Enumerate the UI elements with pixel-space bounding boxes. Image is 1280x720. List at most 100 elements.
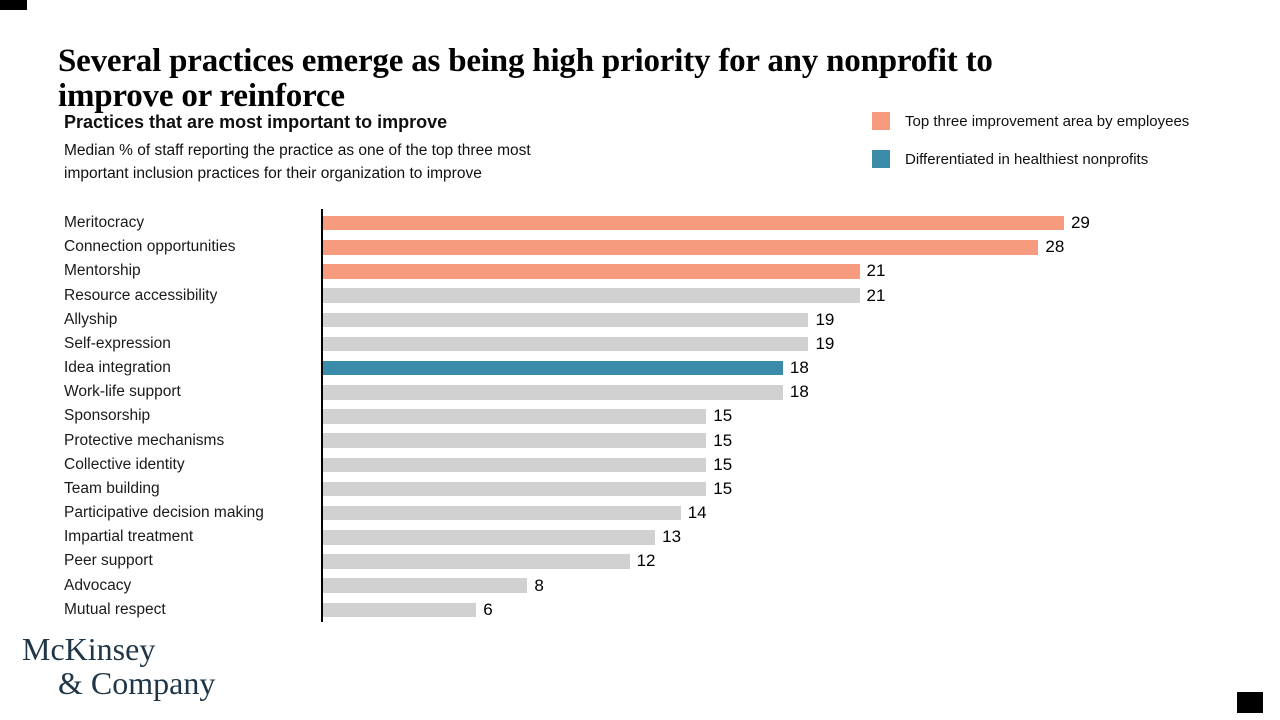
bar-track: 15 (323, 455, 1254, 475)
category-label: Self-expression (64, 334, 171, 352)
chart-legend: Top three improvement area by employees … (872, 112, 1189, 188)
bar (323, 457, 707, 473)
legend-swatch-icon (872, 150, 890, 168)
bar-track: 6 (323, 600, 1254, 620)
bar-track: 18 (323, 358, 1254, 378)
bar-track: 13 (323, 527, 1254, 547)
category-label: Resource accessibility (64, 286, 218, 304)
bar (323, 433, 707, 448)
bar (323, 385, 783, 400)
bar (323, 312, 809, 328)
mckinsey-logo: McKinsey & Company (22, 632, 215, 700)
bar (323, 215, 1064, 231)
chart-row: Work-life support 18 (64, 380, 1254, 404)
top-left-corner-mark (0, 0, 27, 10)
chart-rows: Meritocracy 29 Connection opportunities … (64, 211, 1254, 622)
category-label: Team building (64, 479, 160, 497)
category-label: Allyship (64, 310, 118, 328)
bar (323, 240, 1039, 255)
chart-row: Sponsorship 15 (64, 404, 1254, 428)
bar-track: 29 (323, 213, 1254, 233)
bar (323, 481, 707, 497)
value-label: 14 (687, 503, 707, 523)
exhibit-description: Median % of staff reporting the practice… (64, 140, 531, 185)
bar-track: 15 (323, 479, 1254, 499)
bar (323, 264, 860, 279)
category-label: Connection opportunities (64, 238, 236, 256)
bar-track: 18 (323, 382, 1254, 402)
bar-track: 21 (323, 261, 1254, 281)
chart-row: Participative decision making 14 (64, 501, 1254, 525)
bar-track: 19 (323, 310, 1254, 330)
bar-track: 28 (323, 237, 1254, 257)
bar-track: 19 (323, 334, 1254, 354)
bar-track: 8 (323, 576, 1254, 596)
chart-row: Mutual respect 6 (64, 598, 1254, 622)
value-label: 21 (866, 285, 886, 305)
legend-item: Top three improvement area by employees (872, 112, 1189, 130)
bar-track: 15 (323, 406, 1254, 426)
bar-chart: Meritocracy 29 Connection opportunities … (64, 211, 1254, 622)
category-label: Impartial treatment (64, 528, 194, 546)
value-label: 18 (789, 382, 809, 402)
exhibit-description-line-1: Median % of staff reporting the practice… (64, 142, 531, 159)
category-label: Idea integration (64, 359, 171, 377)
category-label: Advocacy (64, 576, 132, 594)
bar (323, 409, 707, 424)
bar-track: 14 (323, 503, 1254, 523)
bar-track: 21 (323, 286, 1254, 306)
value-label: 15 (713, 454, 733, 474)
value-label: 28 (1045, 237, 1065, 257)
category-label: Sponsorship (64, 407, 151, 425)
chart-row: Self-expression 19 (64, 332, 1254, 356)
value-label: 29 (1070, 213, 1090, 233)
category-label: Peer support (64, 552, 153, 570)
bar (323, 336, 809, 352)
chart-row: Allyship 19 (64, 308, 1254, 332)
bar (323, 530, 656, 545)
bar (323, 360, 783, 376)
slide-title-line-1: Several practices emerge as being high p… (58, 43, 993, 80)
bar (323, 288, 860, 303)
chart-row: Protective mechanisms 15 (64, 429, 1254, 453)
bottom-right-corner-mark (1237, 692, 1263, 713)
category-label: Protective mechanisms (64, 431, 225, 449)
chart-baseline-axis (321, 209, 323, 622)
value-label: 15 (713, 406, 733, 426)
value-label: 19 (815, 333, 835, 353)
category-label: Collective identity (64, 455, 185, 473)
bar (323, 578, 528, 593)
bar (323, 505, 681, 521)
chart-row: Resource accessibility 21 (64, 284, 1254, 308)
chart-row: Impartial treatment 13 (64, 525, 1254, 549)
logo-line-1: McKinsey (22, 631, 156, 667)
bar-track: 12 (323, 551, 1254, 571)
category-label: Participative decision making (64, 504, 264, 522)
value-label: 8 (534, 575, 544, 595)
legend-item-label: Differentiated in healthiest nonprofits (905, 150, 1149, 168)
value-label: 6 (483, 599, 493, 619)
chart-row: Advocacy 8 (64, 574, 1254, 598)
slide-title: Several practices emerge as being high p… (58, 44, 1198, 114)
value-label: 12 (636, 551, 656, 571)
slide-title-line-2: improve or reinforce (58, 78, 345, 115)
bar-track: 15 (323, 431, 1254, 451)
value-label: 18 (789, 358, 809, 378)
chart-row: Meritocracy 29 (64, 211, 1254, 235)
logo-line-2: & Company (58, 665, 216, 701)
legend-item: Differentiated in healthiest nonprofits (872, 150, 1189, 168)
category-label: Mentorship (64, 262, 141, 280)
category-label: Work-life support (64, 383, 181, 401)
category-label: Meritocracy (64, 214, 145, 232)
chart-row: Idea integration 18 (64, 356, 1254, 380)
chart-row: Connection opportunities 28 (64, 235, 1254, 259)
value-label: 13 (662, 527, 682, 547)
bar (323, 602, 477, 618)
chart-row: Collective identity 15 (64, 453, 1254, 477)
chart-row: Mentorship 21 (64, 259, 1254, 283)
exhibit-subtitle: Practices that are most important to imp… (64, 112, 448, 132)
exhibit-description-line-2: important inclusion practices for their … (64, 164, 482, 182)
value-label: 15 (713, 478, 733, 498)
value-label: 21 (866, 261, 886, 281)
